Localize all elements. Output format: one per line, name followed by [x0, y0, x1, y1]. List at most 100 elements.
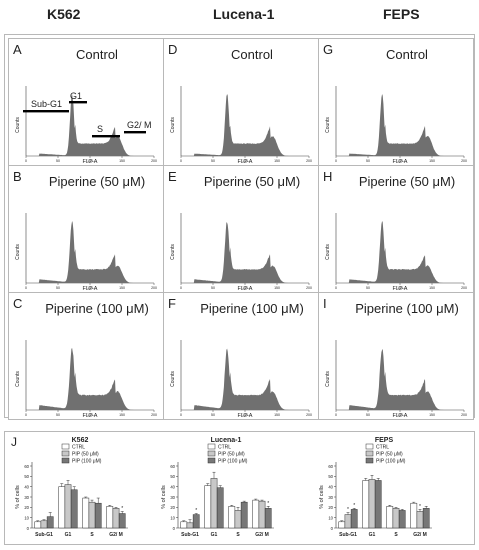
panel-letter: G — [323, 42, 333, 57]
legend-label: PIP (100 μM) — [218, 459, 248, 465]
x-tick-label: 200 — [306, 286, 312, 290]
category-label: G1 — [369, 532, 376, 538]
histogram-panel-e: E Piperine (50 μM) Counts FL2-A 0 50 100 150 200 — [163, 165, 319, 293]
y-tick-label: 0 — [331, 526, 334, 531]
category-label: G1 — [65, 532, 72, 538]
x-tick-label: 150 — [274, 286, 280, 290]
x-tick-label: 50 — [366, 413, 370, 417]
x-tick-label: 200 — [461, 413, 467, 417]
category-label: Sub-G1 — [35, 532, 53, 538]
x-tick-label: 100 — [397, 159, 403, 163]
panel-title: Piperine (50 μM) — [359, 174, 455, 189]
bar — [350, 509, 358, 529]
y-axis-label: % of cells — [319, 485, 325, 509]
category-label: G1 — [211, 532, 218, 538]
panel-letter: H — [323, 169, 332, 184]
histogram-panel-a: A Control Counts FL2-A 0 50 100 150 200 Sub-G1 G1 S… — [8, 38, 164, 166]
bar — [34, 521, 42, 529]
x-tick-label: 0 — [180, 286, 182, 290]
significance-marker: * — [419, 504, 421, 510]
bar — [112, 508, 120, 529]
panel-letter: B — [13, 169, 22, 184]
histogram-panel-b: B Piperine (50 μM) Counts FL2-A 0 50 100 150 200 — [8, 165, 164, 293]
y-axis-label: Counts — [325, 371, 331, 387]
x-tick-label: 100 — [87, 159, 93, 163]
column-header-feps: FEPS — [383, 6, 420, 22]
bar — [94, 502, 102, 529]
x-tick-label: 50 — [56, 159, 60, 163]
x-tick-label: 100 — [397, 413, 403, 417]
category-label: S — [90, 532, 94, 538]
region-bar-sub-g1 — [23, 110, 69, 113]
region-bar-g1 — [69, 101, 87, 104]
x-axis-label: FL2-A — [393, 159, 408, 165]
x-tick-label: 50 — [56, 413, 60, 417]
histogram-panel-f: F Piperine (100 μM) Counts FL2-A 0 50 100 150 20… — [163, 292, 319, 420]
x-axis-label: FL2-A — [83, 159, 98, 165]
y-tick-label: 50 — [24, 474, 29, 479]
panel-letter: E — [168, 169, 177, 184]
x-tick-label: 50 — [211, 413, 215, 417]
histogram-panel-h: H Piperine (50 μM) Counts FL2-A 0 50 100 150 200 — [318, 165, 474, 293]
legend-label: CTRL — [376, 445, 389, 451]
panel-title: Control — [386, 47, 428, 62]
category-label: Sub-G1 — [339, 532, 357, 538]
x-tick-label: 200 — [151, 159, 157, 163]
legend-swatch — [365, 457, 374, 464]
y-tick-label: 60 — [328, 464, 333, 469]
panel-letter: I — [323, 296, 327, 311]
legend-swatch — [61, 450, 70, 457]
y-tick-label: 0 — [173, 526, 176, 531]
bar — [338, 521, 346, 529]
x-tick-label: 200 — [461, 286, 467, 290]
histogram-svg: C Piperine (100 μM) Counts FL2-A 0 50 100 150 20… — [13, 296, 157, 419]
panel-title: Piperine (100 μM) — [45, 301, 149, 316]
bar-chart-panel-j: J K562 CTRL PIP (50 μM) PIP (100 μM) 0 10 20 30 4… — [4, 431, 475, 545]
y-tick-label: 50 — [328, 474, 333, 479]
significance-marker: * — [347, 507, 349, 513]
y-tick-label: 30 — [170, 495, 175, 500]
column-header-k562: K562 — [47, 6, 81, 22]
x-tick-label: 100 — [242, 286, 248, 290]
histogram-area — [181, 348, 309, 410]
legend-swatch — [207, 450, 216, 457]
legend-label: PIP (100 μM) — [376, 459, 406, 465]
bar — [88, 501, 96, 529]
x-tick-label: 0 — [335, 159, 337, 163]
histogram-svg: I Piperine (100 μM) Counts FL2-A 0 50 100 150 20… — [323, 296, 467, 419]
x-axis-label: FL2-A — [238, 286, 253, 292]
x-axis-label: FL2-A — [393, 413, 408, 419]
histogram-panel-c: C Piperine (100 μM) Counts FL2-A 0 50 100 150 20… — [8, 292, 164, 420]
bar — [258, 500, 266, 529]
category-label: S — [236, 532, 240, 538]
histogram-svg: H Piperine (50 μM) Counts FL2-A 0 50 100 150 200 — [323, 169, 467, 292]
category-label: Sub-G1 — [181, 532, 199, 538]
bar — [374, 480, 382, 529]
bar — [392, 508, 400, 529]
panel-title: Piperine (50 μM) — [49, 174, 145, 189]
x-tick-label: 100 — [242, 413, 248, 417]
panel-letter: A — [13, 42, 22, 57]
legend-swatch — [207, 457, 216, 464]
region-label-s: S — [97, 124, 103, 134]
x-tick-label: 0 — [180, 159, 182, 163]
x-tick-label: 100 — [87, 286, 93, 290]
x-tick-label: 0 — [25, 159, 27, 163]
legend-swatch — [61, 457, 70, 464]
significance-marker: * — [267, 501, 269, 507]
bar — [192, 514, 200, 529]
x-tick-label: 100 — [87, 413, 93, 417]
x-tick-label: 150 — [274, 159, 280, 163]
y-axis-label: Counts — [325, 244, 331, 260]
legend-swatch — [365, 450, 374, 457]
x-tick-label: 200 — [306, 159, 312, 163]
x-tick-label: 150 — [429, 413, 435, 417]
bar — [40, 520, 48, 529]
x-tick-label: 50 — [56, 286, 60, 290]
x-tick-label: 50 — [211, 159, 215, 163]
y-axis-label: Counts — [15, 117, 21, 133]
panel-title: Control — [76, 47, 118, 62]
y-tick-label: 40 — [170, 484, 175, 489]
